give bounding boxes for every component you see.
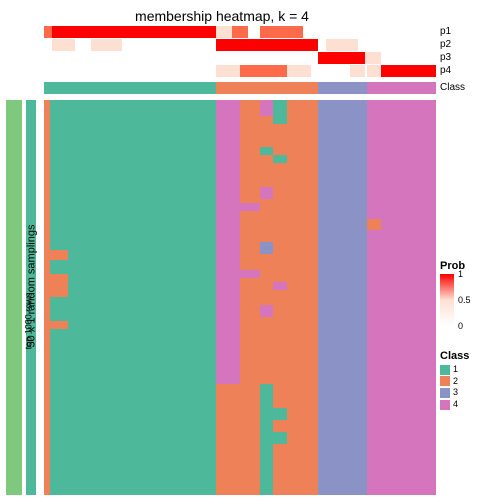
prob-cell [381,65,436,77]
heatmap-column [68,100,217,495]
rows-label: top 1000 rows [23,293,33,350]
prob-cell [240,65,287,77]
heatmap-patch [260,100,274,116]
class-swatch [440,376,450,386]
heatmap-patch [273,282,287,290]
heatmap-patch [50,250,68,260]
heatmap-body [44,100,436,495]
class-swatch [440,400,450,410]
class-legend: Class 1 23 4 [440,350,469,411]
heatmap-patch [273,155,287,163]
row-label: p2 [440,39,451,50]
row-label: p4 [440,65,451,76]
heatmap-patch [260,187,274,199]
heatmap-column [260,100,274,495]
prob-tick: 1 [458,269,463,279]
heatmap-patch [240,270,260,278]
heatmap-column [216,100,240,495]
prob-cell [216,39,318,51]
prob-cell [52,26,217,38]
class-label: 1 [453,364,458,374]
prob-cell [367,65,381,77]
class-cell [44,82,216,94]
heatmap-column [50,100,68,495]
prob-gradient: 10.50 [440,274,454,326]
heatmap-patch [260,384,274,495]
prob-row [44,39,436,51]
heatmap-patch [273,100,287,124]
prob-cell [326,39,357,51]
heatmap-column [240,100,260,495]
prob-cell [365,52,381,64]
prob-tick: 0.5 [458,295,471,305]
class-label: 3 [453,387,458,397]
prob-cell [52,39,76,51]
prob-row [44,26,436,38]
prob-cell [216,65,240,77]
prob-cell [91,39,122,51]
prob-row [44,52,436,64]
prob-cell [350,65,366,77]
prob-row [44,65,436,77]
row-label: p3 [440,52,451,63]
heatmap-patch [50,321,68,329]
prob-tick: 0 [458,321,463,331]
prob-cell [318,52,367,64]
class-cell [367,82,436,94]
heatmap-column [381,100,436,495]
prob-cell [260,26,287,38]
class-swatch [440,388,450,398]
class-legend-item: 2 [440,376,469,387]
prob-legend: Prob 10.50 [440,260,465,328]
class-bar [44,82,436,94]
prob-cell [216,26,232,38]
heatmap-patch [273,432,287,444]
heatmap-patch [260,147,274,155]
class-swatch [440,365,450,375]
heatmap-patch [367,219,381,231]
heatmap-patch [260,242,274,254]
sampling-annotation-bar [6,100,22,495]
row-label: p1 [440,26,451,37]
class-cell [216,82,318,94]
prob-cell [287,65,311,77]
class-legend-item: 1 [440,364,469,375]
probability-rows [44,26,436,78]
prob-cell [287,26,303,38]
prob-cell [232,26,248,38]
class-legend-title: Class [440,350,469,362]
heatmap-column [318,100,367,495]
class-legend-item: 3 [440,387,469,398]
heatmap-column [287,100,318,495]
heatmap-patch [260,305,274,317]
heatmap-patch [216,384,240,495]
chart-title: membership heatmap, k = 4 [0,8,444,24]
heatmap-patch [240,203,260,211]
class-label: 4 [453,399,458,409]
heatmap-column [367,100,381,495]
class-legend-item: 4 [440,399,469,410]
class-cell [318,82,367,94]
prob-cell [44,26,52,38]
row-label: Class [440,82,465,93]
heatmap-patch [273,408,287,420]
heatmap-column [273,100,287,495]
heatmap-patch [50,274,68,298]
class-label: 2 [453,376,458,386]
